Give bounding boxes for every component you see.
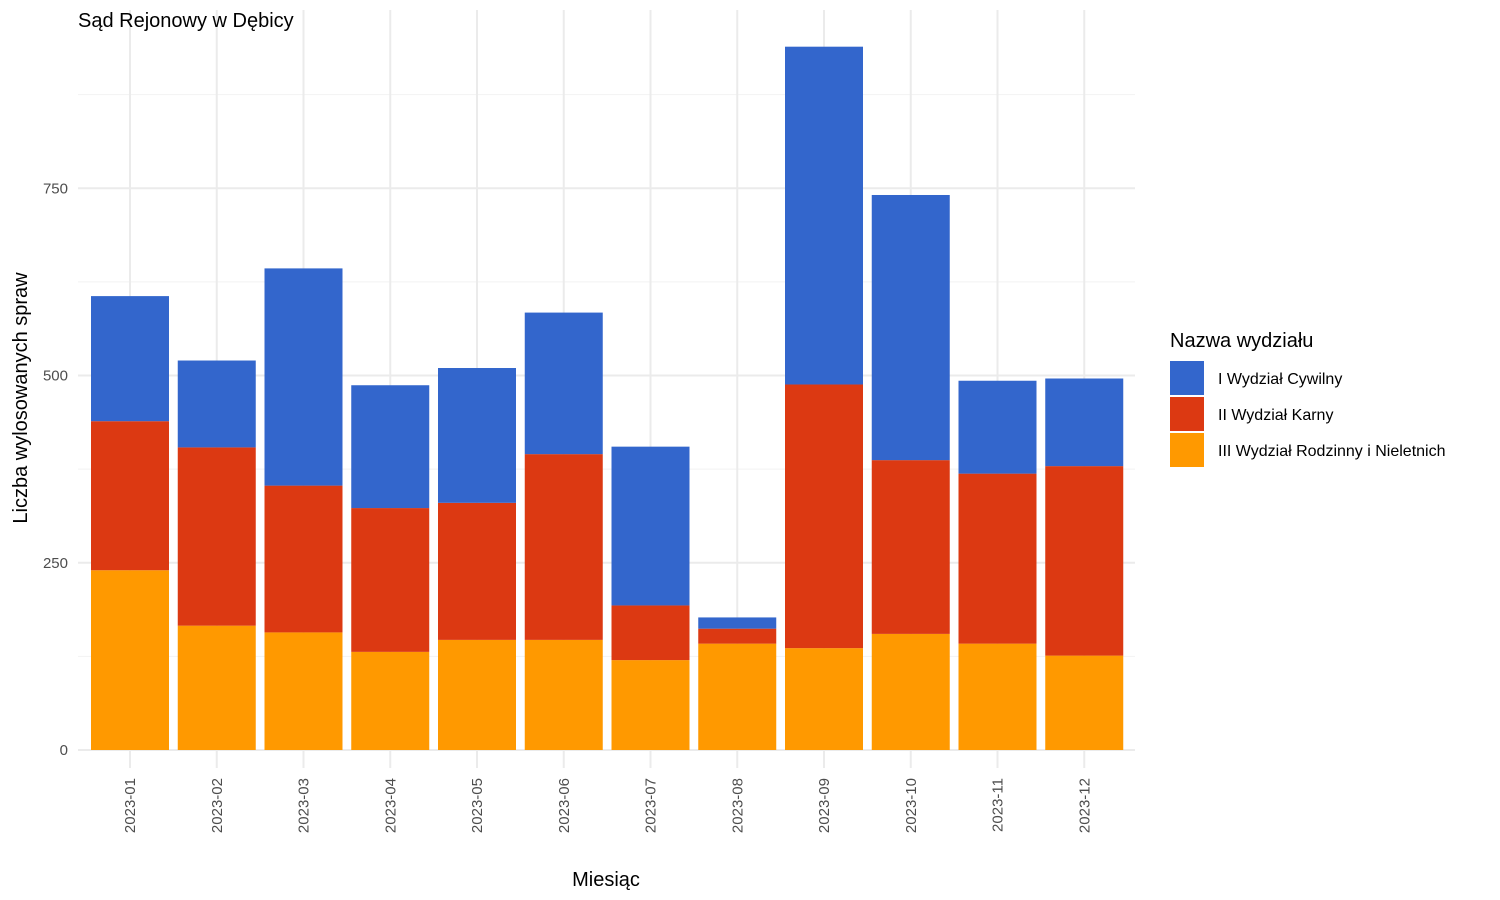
bar-segment — [177, 625, 256, 750]
bar-segment — [958, 473, 1037, 644]
bar-segment — [958, 643, 1037, 750]
bar-segment — [611, 446, 690, 606]
bar-segment — [351, 651, 430, 750]
x-tick-label: 2023-12 — [1076, 778, 1093, 833]
bar-segment — [351, 508, 430, 652]
chart-title: Sąd Rejonowy w Dębicy — [78, 10, 294, 32]
bars — [91, 46, 1124, 750]
bar-segment — [1045, 466, 1124, 656]
legend: Nazwa wydziału I Wydział Cywilny II Wydzi… — [1170, 330, 1446, 467]
legend-label: III Wydział Rodzinny i Nieletnich — [1218, 443, 1446, 460]
bar-segment — [611, 605, 690, 661]
bar-segment — [438, 368, 516, 503]
bar-segment — [177, 447, 256, 626]
bar-segment — [958, 380, 1037, 474]
x-tick-label: 2023-04 — [382, 778, 399, 833]
x-tick-label: 2023-11 — [990, 778, 1007, 832]
axes: 0 250 500 750 2023-01 2023-02 2023-03 2023-04 20… — [43, 180, 1093, 833]
y-tick-label: 0 — [60, 742, 68, 759]
bar-segment — [177, 360, 256, 448]
legend-swatch — [1170, 433, 1204, 467]
x-tick-label: 2023-07 — [643, 778, 660, 833]
bar-segment — [264, 632, 343, 750]
bar-segment — [524, 639, 603, 750]
bar-segment — [871, 194, 950, 461]
bar-segment — [264, 485, 343, 633]
x-tick-label: 2023-09 — [816, 778, 833, 833]
y-tick-label: 500 — [43, 368, 68, 385]
bar-segment — [524, 312, 603, 455]
bar-segment — [698, 628, 777, 644]
legend-swatch — [1170, 397, 1204, 431]
bar-segment — [1045, 655, 1124, 750]
bar-segment — [871, 460, 950, 634]
bar-segment — [438, 639, 516, 750]
x-axis-title: Miesiąc — [572, 869, 640, 891]
x-tick-label: 2023-06 — [556, 778, 573, 833]
bar-segment — [611, 660, 690, 750]
bar-segment — [91, 421, 169, 571]
y-tick-label: 750 — [43, 180, 68, 197]
bar-segment — [785, 46, 863, 385]
bar-segment — [698, 643, 777, 750]
bar-segment — [438, 502, 516, 640]
x-tick-label: 2023-01 — [122, 778, 139, 833]
bar-segment — [871, 633, 950, 750]
bar-segment — [91, 296, 169, 422]
bar-segment — [698, 617, 777, 629]
legend-label: II Wydział Karny — [1218, 407, 1333, 424]
x-tick-label: 2023-08 — [729, 778, 746, 833]
y-axis-title: Liczba wylosowanych spraw — [10, 272, 32, 524]
bar-segment — [524, 454, 603, 640]
legend-title: Nazwa wydziału — [1170, 330, 1313, 352]
legend-swatch — [1170, 361, 1204, 395]
bar-segment — [91, 570, 169, 750]
x-tick-label: 2023-03 — [296, 778, 313, 833]
y-tick-label: 250 — [43, 555, 68, 572]
bar-segment — [785, 384, 863, 649]
x-tick-label: 2023-05 — [469, 778, 486, 833]
x-tick-label: 2023-02 — [209, 778, 226, 833]
bar-segment — [351, 385, 430, 509]
bar-segment — [785, 648, 863, 750]
bar-segment — [264, 268, 343, 486]
bar-segment — [1045, 378, 1124, 467]
x-tick-label: 2023-10 — [903, 778, 920, 833]
legend-label: I Wydział Cywilny — [1218, 371, 1342, 388]
